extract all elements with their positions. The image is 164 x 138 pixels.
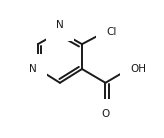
Text: Cl: Cl [107, 27, 117, 37]
Text: OH: OH [130, 64, 146, 74]
Text: N: N [29, 64, 36, 74]
Text: O: O [101, 109, 110, 119]
Text: N: N [56, 20, 64, 30]
